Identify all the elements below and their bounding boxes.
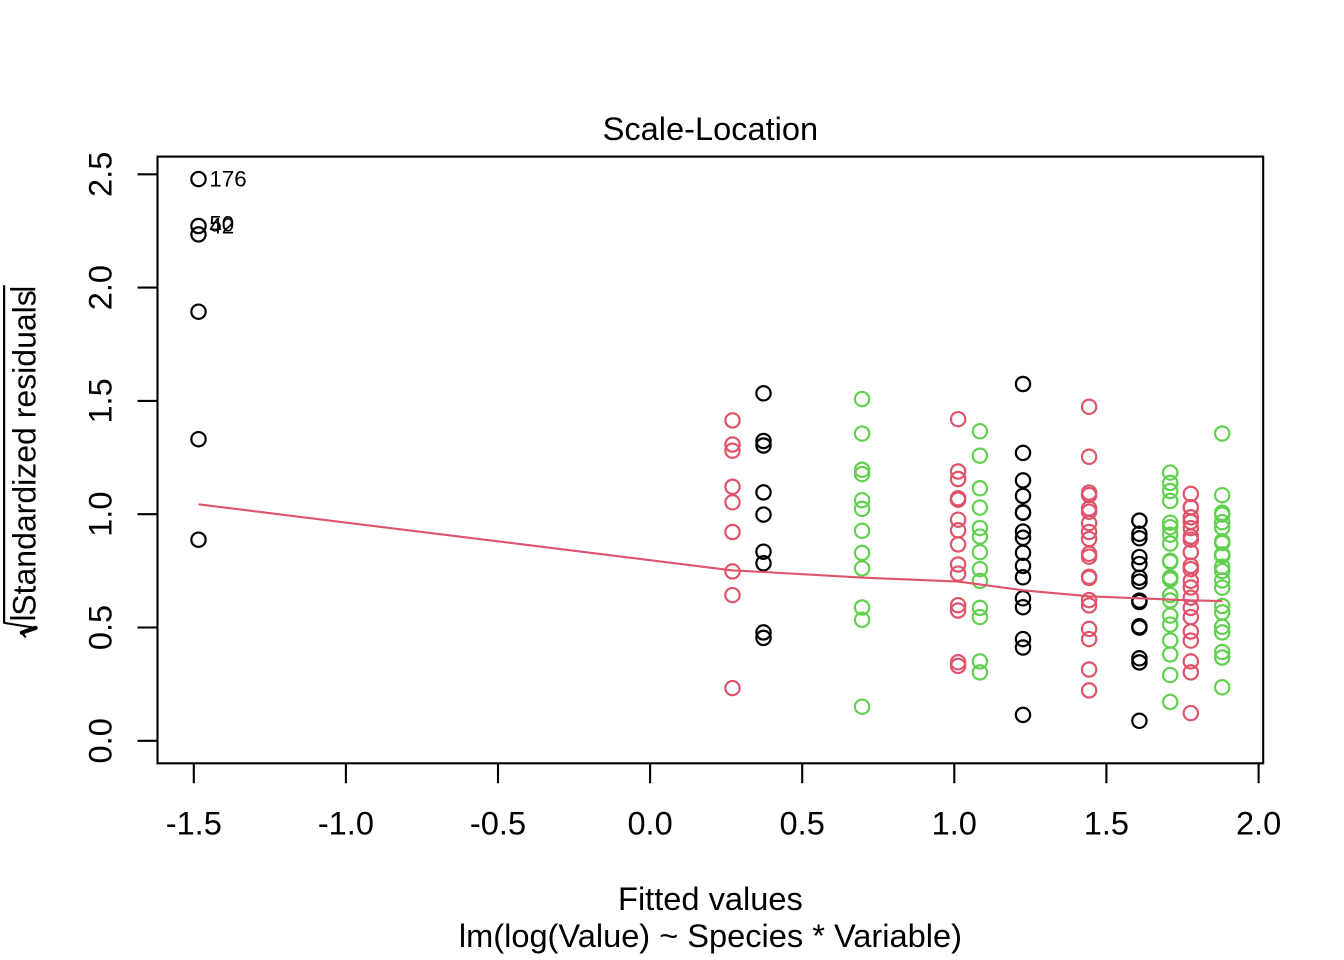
svg-text:1.0: 1.0 [82, 492, 119, 537]
svg-text:0.0: 0.0 [82, 718, 119, 763]
svg-text:1.5: 1.5 [1084, 804, 1129, 841]
svg-text:2.0: 2.0 [1236, 804, 1281, 841]
svg-text:Fitted values: Fitted values [618, 880, 803, 917]
svg-text:1.0: 1.0 [932, 804, 977, 841]
svg-text:2.5: 2.5 [82, 152, 119, 197]
svg-text:0.5: 0.5 [780, 804, 825, 841]
svg-text:42: 42 [209, 214, 234, 239]
svg-text:0.0: 0.0 [627, 804, 672, 841]
svg-text:Scale-Location: Scale-Location [603, 110, 819, 147]
svg-text:Standardized residuals: Standardized residuals [6, 290, 42, 616]
svg-text:lm(log(Value) ~ Species * Vari: lm(log(Value) ~ Species * Variable) [459, 917, 962, 954]
svg-text:50: 50 [209, 211, 234, 236]
svg-text:-1.0: -1.0 [318, 804, 374, 841]
svg-text:2.0: 2.0 [82, 265, 119, 310]
svg-text:-1.5: -1.5 [166, 804, 222, 841]
svg-text:0.5: 0.5 [82, 605, 119, 650]
svg-text:1.5: 1.5 [82, 378, 119, 423]
svg-text:-0.5: -0.5 [470, 804, 526, 841]
svg-text:176: 176 [209, 166, 246, 191]
